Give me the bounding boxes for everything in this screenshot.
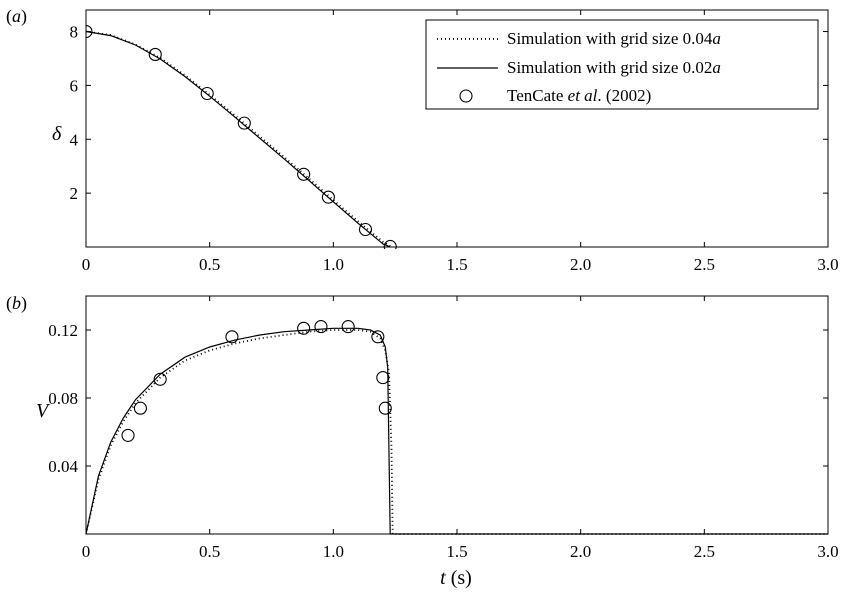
panel-b: 0 0.5 1.0 1.5 2.0 2.5 3.0 0.04 0.08 0.12 (b) Vt (s) [6,293,839,589]
y-axis-label: δ [52,123,62,145]
data-point-tencate [133,401,147,415]
legend: Simulation with grid size 0.04a Simulatio… [425,19,819,110]
data-area [86,320,828,535]
series-line-grid-004a [86,329,828,535]
y-tick-label: 0.04 [48,457,78,476]
x-tick-label: 0 [82,255,91,274]
data-point-tencate [225,330,239,344]
legend-marker [459,89,473,103]
x-tick-label: 1.5 [446,542,467,561]
data-point-tencate [383,239,397,249]
data-point-tencate [121,428,135,442]
x-tick-label: 2.0 [570,542,591,561]
legend-label: Simulation with grid size 0.02a [507,58,721,77]
series-line-grid-002a [86,327,828,535]
data-point-tencate [376,371,390,385]
data-point-tencate [358,222,373,237]
data-point-tencate [378,401,392,415]
x-tick-label: 2.5 [694,255,715,274]
x-tick-label: 3.0 [817,542,838,561]
x-tick-label: 3.0 [817,255,838,274]
x-tick-label: 2.0 [570,255,591,274]
data-area [86,24,397,249]
data-point-tencate [148,47,162,61]
x-tick-label: 0 [82,542,91,561]
series-line-grid-002a [86,30,391,248]
data-point-tencate [200,86,214,101]
legend-label: Simulation with grid size 0.04a [507,29,721,48]
plot-frame [85,295,829,535]
x-axis-label: t (s) [440,567,472,589]
x-tick-label: 1.5 [446,255,467,274]
data-point-tencate [153,372,167,386]
data-point-tencate [341,320,355,334]
y-tick-label: 0.08 [48,389,78,408]
x-tick-label: 0.5 [199,255,220,274]
y-tick-label: 6 [70,76,79,95]
series-line-grid-004a [86,30,392,248]
data-point-tencate [371,330,385,344]
legend-box [425,19,819,110]
legend-label: TenCate et al. (2002) [507,86,651,105]
x-tick-label: 0.5 [199,542,220,561]
data-point-tencate [321,190,335,204]
data-point-tencate [314,320,328,334]
y-tick-label: 8 [70,23,79,42]
panel-label: (b) [6,293,27,314]
y-tick-label: 0.12 [48,321,78,340]
x-tick-label: 2.5 [694,542,715,561]
x-tick-label: 1.0 [323,255,344,274]
y-axis-label: V [36,400,51,422]
data-point-tencate [297,321,311,335]
y-tick-label: 2 [70,184,79,203]
data-point-tencate [237,116,251,130]
panel-a: 0 0.5 1.0 1.5 2.0 2.5 3.0 2 4 6 8 (a) δ Simulation wi… [6,6,839,274]
x-tick-label: 1.0 [323,542,344,561]
y-tick-label: 4 [70,130,79,149]
panel-label: (a) [6,6,27,27]
data-point-tencate [86,24,93,39]
data-point-tencate [297,167,311,181]
